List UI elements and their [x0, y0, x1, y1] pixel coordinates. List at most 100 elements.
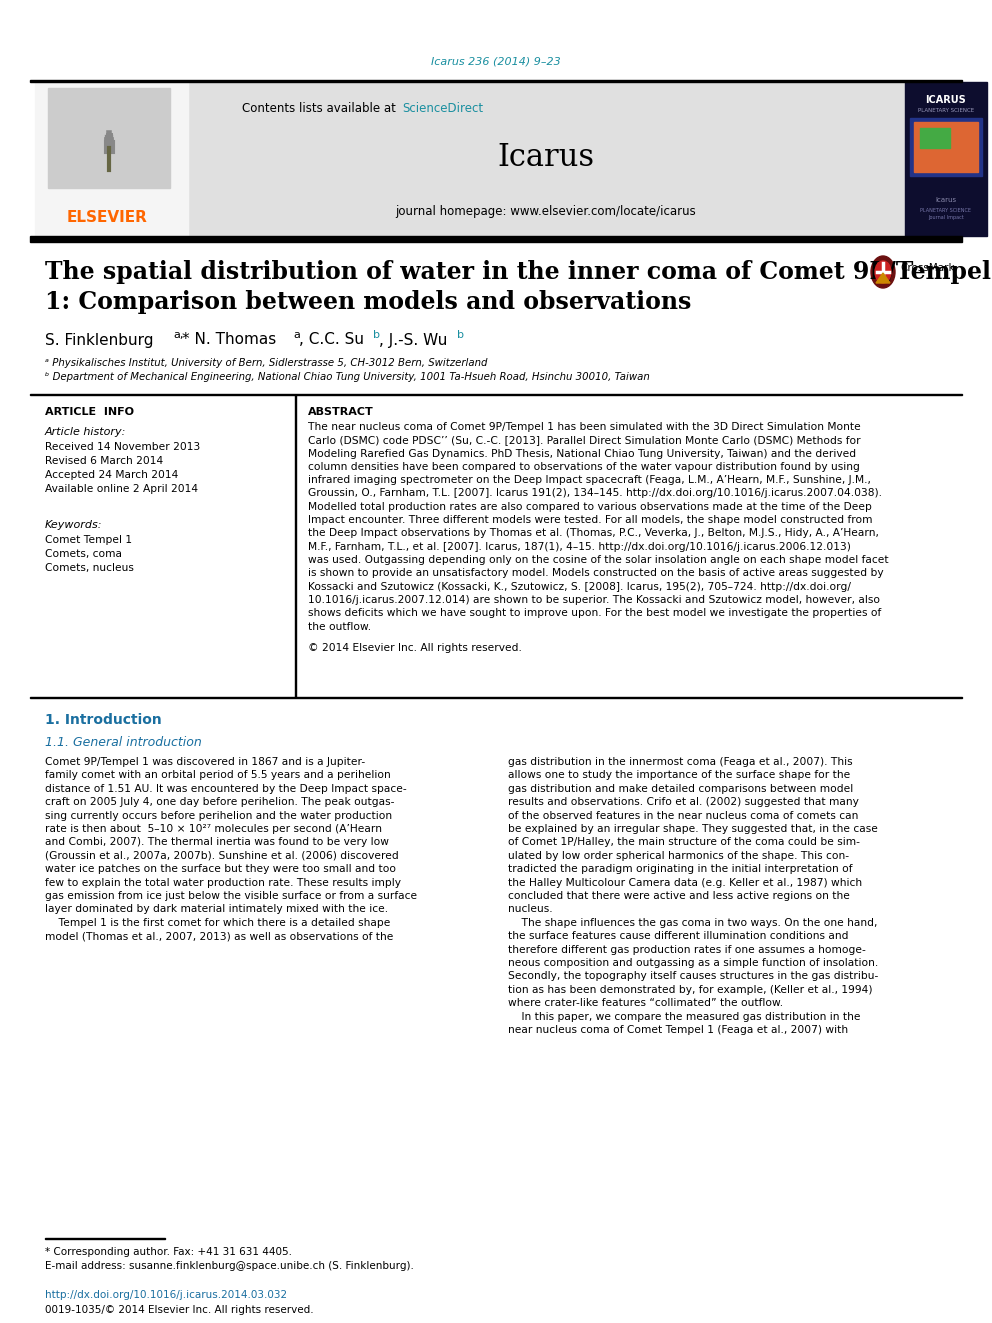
Text: The near nucleus coma of Comet 9P/Tempel 1 has been simulated with the 3D Direct: The near nucleus coma of Comet 9P/Tempel…: [308, 422, 861, 433]
Text: The spatial distribution of water in the inner coma of Comet 9P/Tempel: The spatial distribution of water in the…: [45, 261, 991, 284]
Text: Icarus 236 (2014) 9–23: Icarus 236 (2014) 9–23: [432, 57, 560, 67]
Text: ABSTRACT: ABSTRACT: [308, 407, 374, 417]
Text: 0019-1035/© 2014 Elsevier Inc. All rights reserved.: 0019-1035/© 2014 Elsevier Inc. All right…: [45, 1304, 313, 1315]
Text: rate is then about  5–10 × 10²⁷ molecules per second (A’Hearn: rate is then about 5–10 × 10²⁷ molecules…: [45, 824, 382, 833]
Bar: [188, 82, 905, 235]
Text: the Deep Impact observations by Thomas et al. (Thomas, P.C., Veverka, J., Belton: the Deep Impact observations by Thomas e…: [308, 528, 879, 538]
Text: results and observations. Crifo et al. (2002) suggested that many: results and observations. Crifo et al. (…: [508, 798, 859, 807]
Bar: [920, 128, 950, 148]
Text: tion as has been demonstrated by, for example, (Keller et al., 1994): tion as has been demonstrated by, for ex…: [508, 984, 873, 995]
Text: column densities have been compared to observations of the water vapour distribu: column densities have been compared to o…: [308, 462, 860, 472]
Text: tradicted the paradigm originating in the initial interpretation of: tradicted the paradigm originating in th…: [508, 864, 852, 875]
Text: ELSEVIER: ELSEVIER: [66, 210, 148, 225]
Text: where crater-like features “collimated” the outflow.: where crater-like features “collimated” …: [508, 998, 783, 1008]
Text: PLANETARY SCIENCE: PLANETARY SCIENCE: [918, 107, 974, 112]
Text: (Groussin et al., 2007a, 2007b). Sunshine et al. (2006) discovered: (Groussin et al., 2007a, 2007b). Sunshin…: [45, 851, 399, 861]
Text: near nucleus coma of Comet Tempel 1 (Feaga et al., 2007) with: near nucleus coma of Comet Tempel 1 (Fea…: [508, 1025, 848, 1035]
Text: model (Thomas et al., 2007, 2013) as well as observations of the: model (Thomas et al., 2007, 2013) as wel…: [45, 931, 394, 941]
Text: Kossacki and Szutowicz (Kossacki, K., Szutowicz, S. [2008]. Icarus, 195(2), 705–: Kossacki and Szutowicz (Kossacki, K., Sz…: [308, 582, 851, 591]
Text: Groussin, O., Farnham, T.L. [2007]. Icarus 191(2), 134–145. http://dx.doi.org/10: Groussin, O., Farnham, T.L. [2007]. Icar…: [308, 488, 882, 499]
Text: Comets, nucleus: Comets, nucleus: [45, 564, 134, 573]
Text: Comets, coma: Comets, coma: [45, 549, 122, 560]
Text: was used. Outgassing depending only on the cosine of the solar insolation angle : was used. Outgassing depending only on t…: [308, 556, 889, 565]
Text: journal homepage: www.elsevier.com/locate/icarus: journal homepage: www.elsevier.com/locat…: [396, 205, 696, 218]
Text: a: a: [293, 329, 300, 340]
Text: layer dominated by dark material intimately mixed with the ice.: layer dominated by dark material intimat…: [45, 905, 388, 914]
Text: ScienceDirect: ScienceDirect: [402, 102, 483, 115]
Polygon shape: [876, 273, 890, 283]
Text: gas distribution and make detailed comparisons between model: gas distribution and make detailed compa…: [508, 783, 853, 794]
Ellipse shape: [875, 261, 891, 283]
Text: Article history:: Article history:: [45, 427, 126, 437]
Text: therefore different gas production rates if one assumes a homoge-: therefore different gas production rates…: [508, 945, 866, 955]
Text: 1: Comparison between models and observations: 1: Comparison between models and observa…: [45, 290, 691, 314]
Text: family comet with an orbital period of 5.5 years and a perihelion: family comet with an orbital period of 5…: [45, 770, 391, 781]
Text: In this paper, we compare the measured gas distribution in the: In this paper, we compare the measured g…: [508, 1012, 860, 1021]
Bar: [910, 118, 982, 176]
Text: craft on 2005 July 4, one day before perihelion. The peak outgas-: craft on 2005 July 4, one day before per…: [45, 798, 395, 807]
Text: Comet Tempel 1: Comet Tempel 1: [45, 534, 132, 545]
Text: Modelled total production rates are also compared to various observations made a: Modelled total production rates are also…: [308, 501, 872, 512]
Text: shows deficits which we have sought to improve upon. For the best model we inves: shows deficits which we have sought to i…: [308, 609, 881, 618]
Ellipse shape: [871, 255, 895, 288]
Text: M.F., Farnham, T.L., et al. [2007]. Icarus, 187(1), 4–15. http://dx.doi.org/10.1: M.F., Farnham, T.L., et al. [2007]. Icar…: [308, 541, 851, 552]
Text: Available online 2 April 2014: Available online 2 April 2014: [45, 484, 198, 493]
Text: E-mail address: susanne.finklenburg@space.unibe.ch (S. Finklenburg).: E-mail address: susanne.finklenburg@spac…: [45, 1261, 414, 1271]
Text: © 2014 Elsevier Inc. All rights reserved.: © 2014 Elsevier Inc. All rights reserved…: [308, 643, 522, 654]
Text: * N. Thomas: * N. Thomas: [182, 332, 276, 348]
Text: Revised 6 March 2014: Revised 6 March 2014: [45, 456, 164, 466]
Bar: [35, 82, 188, 235]
Text: neous composition and outgassing as a simple function of insolation.: neous composition and outgassing as a si…: [508, 958, 878, 968]
Text: ulated by low order spherical harmonics of the shape. This con-: ulated by low order spherical harmonics …: [508, 851, 849, 861]
Text: few to explain the total water production rate. These results imply: few to explain the total water productio…: [45, 877, 401, 888]
Text: PLANETARY SCIENCE: PLANETARY SCIENCE: [921, 208, 971, 213]
Text: Journal Impact: Journal Impact: [929, 216, 964, 221]
Text: Icarus: Icarus: [497, 143, 594, 173]
Bar: [30, 235, 962, 242]
Text: ᵃ Physikalisches Institut, University of Bern, Sidlerstrasse 5, CH-3012 Bern, Sw: ᵃ Physikalisches Institut, University of…: [45, 359, 487, 368]
Text: b: b: [457, 329, 464, 340]
Text: 1.1. General introduction: 1.1. General introduction: [45, 736, 201, 749]
Text: nucleus.: nucleus.: [508, 905, 553, 914]
Text: Impact encounter. Three different models were tested. For all models, the shape : Impact encounter. Three different models…: [308, 515, 873, 525]
Text: sing currently occurs before perihelion and the water production: sing currently occurs before perihelion …: [45, 811, 392, 820]
Text: Received 14 November 2013: Received 14 November 2013: [45, 442, 200, 452]
Text: distance of 1.51 AU. It was encountered by the Deep Impact space-: distance of 1.51 AU. It was encountered …: [45, 783, 407, 794]
Text: is shown to provide an unsatisfactory model. Models constructed on the basis of : is shown to provide an unsatisfactory mo…: [308, 569, 884, 578]
Text: gas distribution in the innermost coma (Feaga et al., 2007). This: gas distribution in the innermost coma (…: [508, 757, 853, 767]
Text: water ice patches on the surface but they were too small and too: water ice patches on the surface but the…: [45, 864, 396, 875]
Text: ARTICLE  INFO: ARTICLE INFO: [45, 407, 134, 417]
Text: Contents lists available at: Contents lists available at: [242, 102, 400, 115]
Text: Secondly, the topography itself causes structures in the gas distribu-: Secondly, the topography itself causes s…: [508, 971, 878, 982]
Text: allows one to study the importance of the surface shape for the: allows one to study the importance of th…: [508, 770, 850, 781]
Text: CrossMark: CrossMark: [900, 263, 954, 273]
Text: of the observed features in the near nucleus coma of comets can: of the observed features in the near nuc…: [508, 811, 858, 820]
Bar: [48, 89, 170, 188]
Text: The shape influences the gas coma in two ways. On the one hand,: The shape influences the gas coma in two…: [508, 918, 877, 927]
Text: the surface features cause different illumination conditions and: the surface features cause different ill…: [508, 931, 848, 941]
Text: of Comet 1P/Halley, the main structure of the coma could be sim-: of Comet 1P/Halley, the main structure o…: [508, 837, 860, 848]
Bar: [914, 122, 978, 172]
Text: Comet 9P/Tempel 1 was discovered in 1867 and is a Jupiter-: Comet 9P/Tempel 1 was discovered in 1867…: [45, 757, 365, 767]
Bar: [30, 79, 962, 82]
Text: and Combi, 2007). The thermal inertia was found to be very low: and Combi, 2007). The thermal inertia wa…: [45, 837, 389, 848]
Text: gas emission from ice just below the visible surface or from a surface: gas emission from ice just below the vis…: [45, 890, 417, 901]
Text: be explained by an irregular shape. They suggested that, in the case: be explained by an irregular shape. They…: [508, 824, 878, 833]
Text: ᵇ Department of Mechanical Engineering, National Chiao Tung University, 1001 Ta-: ᵇ Department of Mechanical Engineering, …: [45, 372, 650, 382]
Text: , J.-S. Wu: , J.-S. Wu: [379, 332, 447, 348]
Text: 10.1016/j.icarus.2007.12.014) are shown to be superior. The Kossacki and Szutowi: 10.1016/j.icarus.2007.12.014) are shown …: [308, 595, 880, 605]
Text: infrared imaging spectrometer on the Deep Impact spacecraft (Feaga, L.M., A’Hear: infrared imaging spectrometer on the Dee…: [308, 475, 871, 486]
Text: Accepted 24 March 2014: Accepted 24 March 2014: [45, 470, 179, 480]
Text: b: b: [373, 329, 380, 340]
Text: Tempel 1 is the first comet for which there is a detailed shape: Tempel 1 is the first comet for which th…: [45, 918, 391, 927]
Text: http://dx.doi.org/10.1016/j.icarus.2014.03.032: http://dx.doi.org/10.1016/j.icarus.2014.…: [45, 1290, 287, 1301]
Text: * Corresponding author. Fax: +41 31 631 4405.: * Corresponding author. Fax: +41 31 631 …: [45, 1248, 292, 1257]
Text: Carlo (DSMC) code PDSC’’ (Su, C.-C. [2013]. Parallel Direct Simulation Monte Car: Carlo (DSMC) code PDSC’’ (Su, C.-C. [201…: [308, 435, 861, 446]
Text: ICARUS: ICARUS: [926, 95, 966, 105]
Text: Modeling Rarefied Gas Dynamics. PhD Thesis, National Chiao Tung University, Taiw: Modeling Rarefied Gas Dynamics. PhD Thes…: [308, 448, 856, 459]
Text: , C.C. Su: , C.C. Su: [299, 332, 364, 348]
Text: S. Finklenburg: S. Finklenburg: [45, 332, 154, 348]
Text: Keywords:: Keywords:: [45, 520, 102, 531]
Text: concluded that there were active and less active regions on the: concluded that there were active and les…: [508, 890, 850, 901]
Text: the Halley Multicolour Camera data (e.g. Keller et al., 1987) which: the Halley Multicolour Camera data (e.g.…: [508, 877, 862, 888]
